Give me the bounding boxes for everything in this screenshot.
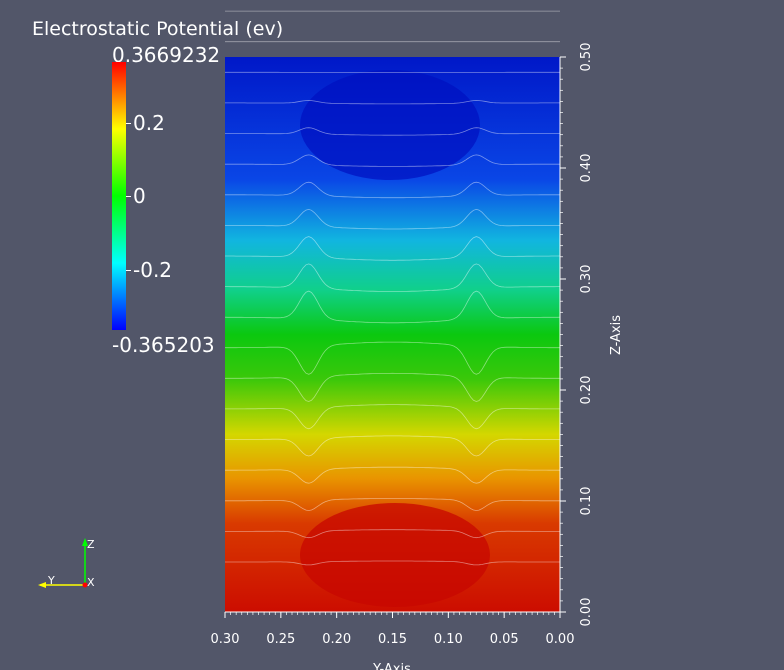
x-axis-title: Y-Axis bbox=[372, 662, 411, 670]
low-potential-core bbox=[300, 70, 480, 180]
axes: 0.30 0.25 0.20 0.15 0.10 0.05 0.00 0.00 0.10 0.2… bbox=[211, 43, 624, 670]
colorbar-max-label: 0.3669232 bbox=[112, 43, 221, 67]
y-axis-title: Z-Axis bbox=[609, 315, 624, 355]
colorbar-min-label: -0.365203 bbox=[112, 333, 215, 357]
y-tick-label: 0.00 bbox=[579, 598, 594, 627]
x-tick-label: 0.05 bbox=[490, 632, 519, 647]
colorbar bbox=[112, 62, 126, 330]
colorbar-tick-label: 0.2 bbox=[133, 111, 165, 136]
contour-line bbox=[225, 208, 560, 230]
y-tick-label: 0.20 bbox=[579, 376, 594, 405]
contour-line bbox=[225, 529, 560, 539]
x-ticks: 0.30 0.25 0.20 0.15 0.10 0.05 0.00 bbox=[211, 612, 575, 647]
contour-line bbox=[225, 466, 560, 484]
contour-line bbox=[225, 498, 560, 511]
y-tick-label: 0.40 bbox=[579, 154, 594, 183]
x-tick-label: 0.10 bbox=[434, 632, 463, 647]
colorbar-tick bbox=[126, 269, 131, 271]
y-tick-label: 0.30 bbox=[579, 265, 594, 294]
x-tick-label: 0.20 bbox=[322, 632, 351, 647]
contour-line bbox=[225, 560, 560, 566]
colorbar-tick-label: -0.2 bbox=[133, 257, 173, 282]
triad-y-label: Y bbox=[47, 574, 55, 587]
x-tick-label: 0.30 bbox=[211, 632, 240, 647]
y-ticks: 0.00 0.10 0.20 0.30 0.40 0.50 bbox=[560, 43, 594, 627]
legend-title: Electrostatic Potential (ev) bbox=[32, 18, 284, 40]
triad-x-label: X bbox=[87, 576, 95, 589]
y-arrow-head bbox=[38, 582, 46, 588]
contour-line bbox=[225, 372, 560, 402]
triad-z-label: Z bbox=[87, 538, 95, 551]
contour-line bbox=[225, 263, 560, 292]
colorbar-tick bbox=[126, 196, 131, 198]
y-tick-label: 0.50 bbox=[579, 43, 594, 72]
contour-line bbox=[224, 290, 561, 324]
contour-line bbox=[225, 341, 560, 375]
x-axis-marker bbox=[82, 582, 88, 588]
orientation-triad: Z Y X bbox=[38, 538, 95, 589]
contour-line bbox=[225, 404, 560, 430]
x-tick-label: 0.15 bbox=[378, 632, 407, 647]
contour-line bbox=[225, 154, 560, 167]
x-tick-label: 0.00 bbox=[546, 632, 575, 647]
colorbar-tick bbox=[126, 123, 131, 125]
contour-line bbox=[225, 100, 560, 105]
colorbar-tick-label: 0 bbox=[133, 184, 146, 209]
z-arrow-head bbox=[82, 538, 88, 546]
y-tick-label: 0.10 bbox=[579, 487, 594, 516]
contour-line bbox=[225, 236, 560, 261]
contour-lines bbox=[224, 10, 561, 566]
contour-line bbox=[225, 435, 560, 457]
contour-line bbox=[225, 127, 560, 136]
x-tick-label: 0.25 bbox=[266, 632, 295, 647]
high-potential-core bbox=[300, 503, 490, 607]
contour-line bbox=[225, 181, 560, 199]
